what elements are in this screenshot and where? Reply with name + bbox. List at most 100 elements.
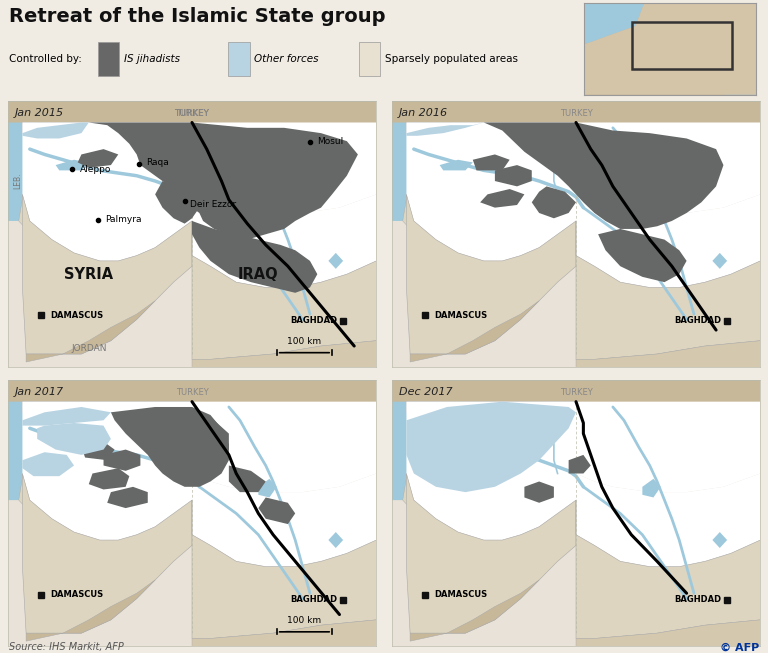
Text: Jan 2017: Jan 2017 [15,387,65,397]
Text: BAGHDAD: BAGHDAD [290,596,338,605]
Text: TURKEY: TURKEY [560,388,592,397]
Text: Source: IHS Markit, AFP: Source: IHS Markit, AFP [9,643,124,652]
Polygon shape [22,473,192,633]
Polygon shape [576,500,760,639]
Polygon shape [155,181,200,223]
Polygon shape [78,149,118,168]
Polygon shape [22,402,192,540]
Text: 100 km: 100 km [287,616,322,625]
Polygon shape [22,402,192,434]
Text: Palmyra: Palmyra [105,215,142,224]
Polygon shape [192,402,376,492]
Polygon shape [111,407,229,487]
Polygon shape [713,532,727,548]
Polygon shape [480,189,525,208]
Text: © AFP: © AFP [720,643,759,652]
Polygon shape [192,221,317,293]
Text: Aleppo: Aleppo [80,165,111,174]
Polygon shape [576,221,760,359]
Polygon shape [406,123,576,155]
Polygon shape [406,123,576,261]
Polygon shape [8,402,30,500]
Polygon shape [402,123,429,229]
Polygon shape [439,160,473,170]
Polygon shape [104,449,141,471]
Text: TURKEY: TURKEY [174,108,210,118]
Polygon shape [55,160,89,170]
Polygon shape [89,468,129,490]
Polygon shape [18,402,45,508]
Text: IS jihadists: IS jihadists [124,54,180,65]
Text: Jan 2015: Jan 2015 [15,108,65,118]
Polygon shape [406,123,484,136]
Polygon shape [406,402,576,540]
Text: IRAQ: IRAQ [238,266,279,281]
Polygon shape [192,123,376,213]
Polygon shape [192,221,376,359]
Polygon shape [725,76,756,95]
Text: DAMASCUS: DAMASCUS [50,311,103,320]
Polygon shape [108,487,147,508]
Polygon shape [439,439,473,449]
Polygon shape [473,155,510,170]
Polygon shape [410,580,539,641]
Polygon shape [81,441,114,460]
Polygon shape [642,200,660,218]
Polygon shape [329,253,343,269]
FancyBboxPatch shape [228,42,250,76]
Polygon shape [258,200,276,218]
Polygon shape [258,479,276,498]
Polygon shape [8,101,376,136]
Polygon shape [22,123,192,261]
Polygon shape [584,3,756,95]
Polygon shape [406,402,576,492]
Polygon shape [576,402,760,492]
Polygon shape [229,466,266,492]
Text: Jan 2016: Jan 2016 [399,108,449,118]
FancyBboxPatch shape [359,42,380,76]
Polygon shape [258,498,295,524]
Polygon shape [22,123,89,138]
Text: Mosul: Mosul [317,137,343,146]
Polygon shape [392,380,760,415]
Text: DAMASCUS: DAMASCUS [434,311,487,320]
Polygon shape [576,473,760,567]
Polygon shape [576,341,760,367]
Text: JORDAN: JORDAN [71,344,107,353]
Polygon shape [576,123,760,213]
Text: Retreat of the Islamic State group: Retreat of the Islamic State group [9,7,386,25]
Text: BAGHDAD: BAGHDAD [674,316,722,325]
Text: Raqa: Raqa [146,159,169,167]
Polygon shape [642,479,660,498]
Polygon shape [37,423,111,455]
Polygon shape [406,195,576,354]
Polygon shape [22,123,192,155]
Polygon shape [8,380,376,415]
Polygon shape [584,3,644,44]
Polygon shape [26,580,155,641]
Polygon shape [598,229,687,282]
Text: BAGHDAD: BAGHDAD [674,596,722,605]
Polygon shape [192,341,376,367]
Text: Controlled by:: Controlled by: [9,54,82,65]
Polygon shape [192,620,376,646]
Text: BAGHDAD: BAGHDAD [290,316,338,325]
Polygon shape [89,123,358,240]
Polygon shape [568,455,591,473]
Text: TURKEY: TURKEY [176,388,208,397]
Text: Deir Ezzor: Deir Ezzor [190,200,237,210]
Polygon shape [392,402,414,500]
Text: Dec 2017: Dec 2017 [399,387,452,397]
Polygon shape [192,500,376,639]
Polygon shape [8,123,30,221]
Polygon shape [495,165,531,186]
Polygon shape [55,439,89,449]
Polygon shape [410,301,539,362]
Polygon shape [329,532,343,548]
Polygon shape [576,195,760,287]
Polygon shape [576,620,760,646]
Polygon shape [192,473,376,567]
Text: Sparsely populated areas: Sparsely populated areas [385,54,518,65]
Polygon shape [192,195,376,287]
Text: LEB.: LEB. [14,173,22,189]
